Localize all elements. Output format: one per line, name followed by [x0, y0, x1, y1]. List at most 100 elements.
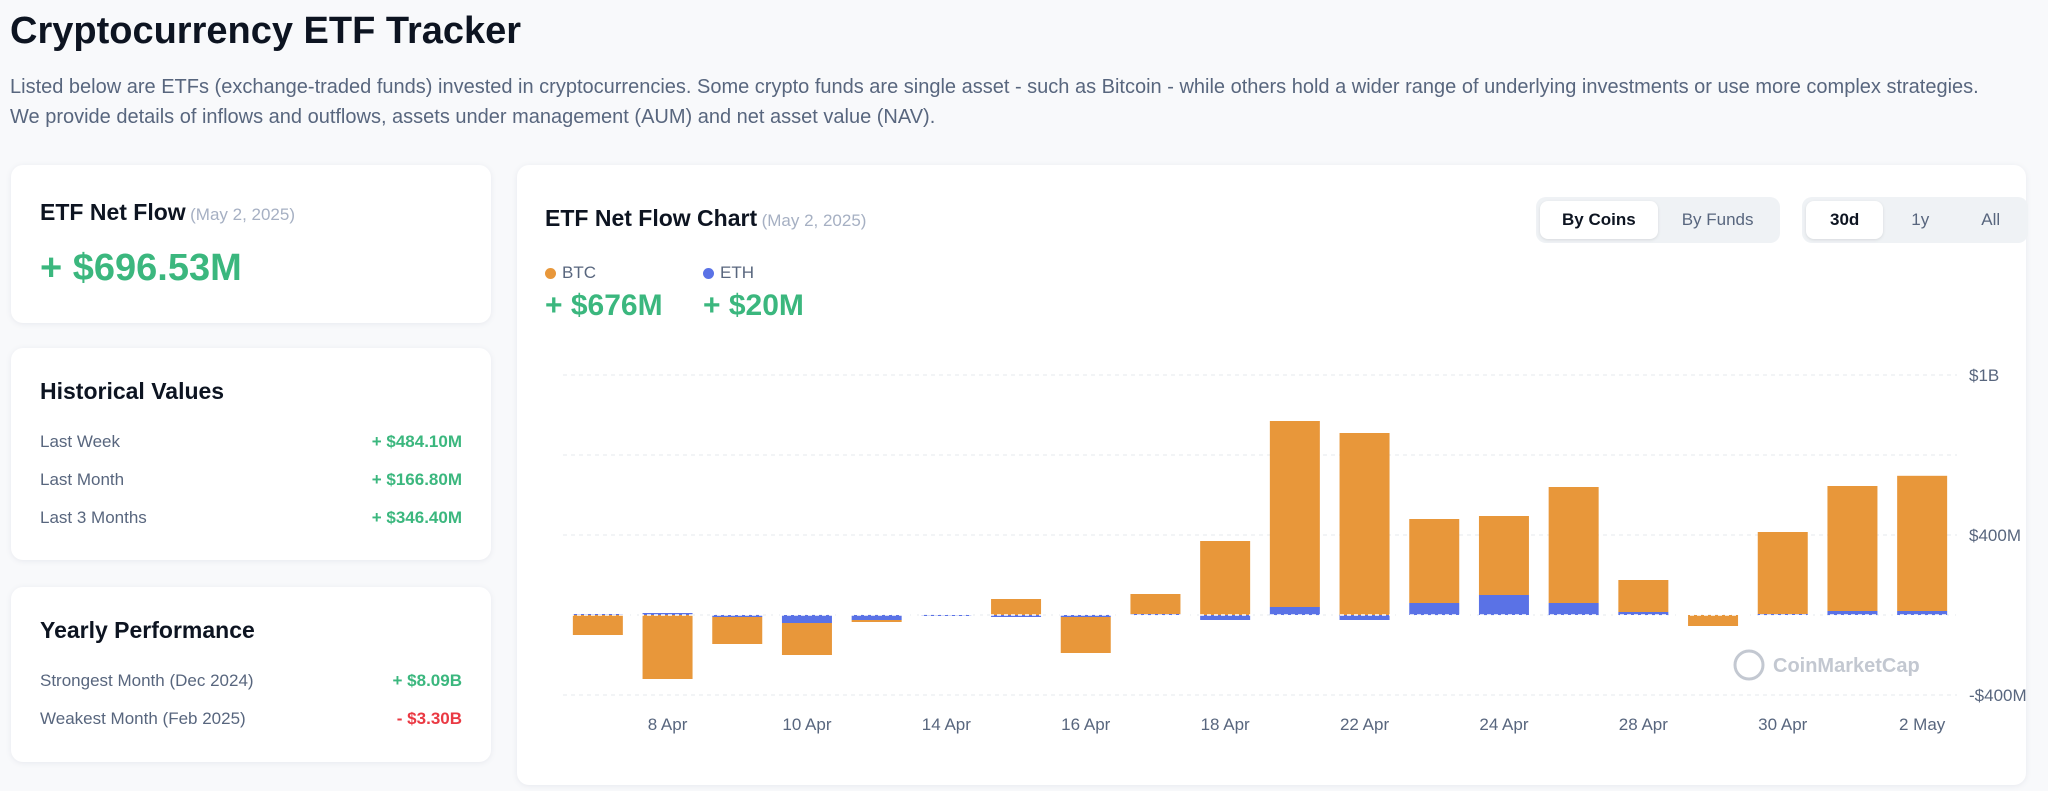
btc-bar	[1688, 615, 1739, 626]
yearly-row-weakest: Weakest Month (Feb 2025) - $3.30B	[40, 707, 462, 731]
stat-value: - $3.30B	[396, 709, 462, 728]
eth-bar	[1269, 607, 1320, 615]
legend-btc: BTC + $676M	[545, 263, 663, 323]
x-tick-label: 14 Apr	[922, 715, 971, 734]
stat-label: Last Month	[40, 470, 125, 489]
btc-bar	[1478, 516, 1529, 595]
stat-label-period: (Feb 2025)	[162, 709, 246, 728]
view-toggle: By Coins By Funds	[1536, 197, 1780, 243]
stat-label: Last Week	[40, 432, 121, 451]
page-description: Listed below are ETFs (exchange-traded f…	[10, 76, 1979, 128]
btc-bar	[1897, 475, 1948, 611]
range-toggle: 30d 1y All	[1802, 197, 2029, 243]
net-flow-card: ETF Net Flow (May 2, 2025) + $696.53M	[11, 165, 491, 323]
eth-bar	[572, 614, 623, 615]
by-funds-button[interactable]: By Funds	[1681, 210, 1754, 229]
eth-bar	[1339, 615, 1390, 620]
page-title: Cryptocurrency ETF Tracker	[10, 10, 522, 52]
by-coins-button[interactable]: By Coins	[1540, 201, 1658, 239]
x-tick-label: 8 Apr	[648, 715, 688, 734]
btc-bar	[991, 599, 1042, 615]
range-30d-button[interactable]: 30d	[1806, 201, 1884, 239]
yearly-title: Yearly Performance	[40, 617, 255, 643]
stat-label: Last 3 Months	[40, 508, 147, 527]
stat-label-text: Weakest Month	[40, 709, 158, 728]
x-tick-label: 10 Apr	[782, 715, 831, 734]
stat-value: + $8.09B	[392, 671, 462, 690]
btc-bar	[1757, 532, 1808, 614]
range-all-button[interactable]: All	[1981, 210, 2001, 229]
yearly-row-strongest: Strongest Month (Dec 2024) + $8.09B	[40, 669, 462, 693]
legend-btc-label: BTC	[545, 263, 663, 283]
stat-value: + $346.40M	[371, 508, 462, 527]
eth-bar	[1548, 603, 1599, 615]
net-flow-chart: $1B $400M -$400M 8 Apr 10 Apr 14 Apr 16 Apr 18 …	[563, 366, 2026, 734]
btc-bar	[1618, 580, 1669, 612]
btc-bar	[781, 623, 832, 655]
y-tick-label: $400M	[1969, 526, 2021, 545]
eth-dot-icon	[703, 267, 714, 279]
eth-bar	[1409, 603, 1460, 615]
eth-bar	[642, 613, 693, 615]
btc-bar	[1200, 541, 1251, 615]
btc-bar	[1339, 433, 1390, 615]
coinmarketcap-logo-icon	[1733, 649, 1765, 681]
eth-bar	[1130, 614, 1181, 615]
chart-watermark: CoinMarketCap	[1773, 655, 1920, 677]
legend-eth-name: ETH	[720, 263, 754, 282]
y-tick-label: -$400M	[1969, 686, 2026, 705]
eth-bar	[712, 615, 763, 617]
eth-bar	[1827, 611, 1878, 615]
x-tick-label: 18 Apr	[1201, 715, 1250, 734]
btc-dot-icon	[545, 267, 556, 279]
historical-row-last-week: Last Week + $484.10M	[40, 430, 462, 454]
net-flow-header: ETF Net Flow (May 2, 2025)	[40, 199, 295, 226]
legend-eth-value: + $20M	[703, 289, 804, 322]
btc-bar	[1060, 617, 1111, 653]
historical-header: Historical Values	[40, 378, 224, 405]
btc-bar	[1409, 519, 1460, 603]
yearly-header: Yearly Performance	[40, 617, 255, 644]
chart-title: ETF Net Flow Chart	[545, 205, 758, 231]
x-tick-label: 16 Apr	[1061, 715, 1110, 734]
btc-bar	[572, 615, 623, 635]
stat-label-period: (Dec 2024)	[169, 671, 254, 690]
x-tick-label: 28 Apr	[1619, 715, 1668, 734]
legend-btc-name: BTC	[562, 263, 596, 282]
historical-values-card: Historical Values Last Week + $484.10M L…	[11, 348, 491, 560]
btc-bar	[642, 615, 693, 679]
legend-eth-label: ETH	[703, 263, 804, 283]
chart-date: (May 2, 2025)	[761, 211, 867, 230]
chart-header: ETF Net Flow Chart (May 2, 2025)	[545, 205, 866, 232]
btc-bar	[1269, 421, 1320, 607]
btc-bar	[1548, 487, 1599, 603]
range-1y-button[interactable]: 1y	[1911, 210, 1930, 229]
yearly-performance-card: Yearly Performance Strongest Month (Dec …	[11, 587, 491, 762]
eth-bar	[851, 615, 902, 620]
historical-row-last-3-months: Last 3 Months + $346.40M	[40, 506, 462, 530]
net-flow-date: (May 2, 2025)	[190, 205, 296, 224]
x-tick-label: 2 May	[1899, 715, 1946, 734]
stat-label-text: Strongest Month	[40, 671, 165, 690]
btc-bar	[1130, 594, 1181, 614]
eth-bar	[1200, 615, 1251, 620]
historical-title: Historical Values	[40, 378, 225, 404]
eth-bar	[781, 615, 832, 623]
x-tick-label: 22 Apr	[1340, 715, 1389, 734]
net-flow-chart-card: $1B $400M -$400M 8 Apr 10 Apr 14 Apr 16 Apr 18 …	[517, 165, 2029, 785]
x-tick-label: 24 Apr	[1479, 715, 1528, 734]
legend-btc-value: + $676M	[545, 289, 663, 322]
stat-label: Weakest Month (Feb 2025)	[40, 709, 246, 729]
x-tick-label: 30 Apr	[1758, 715, 1807, 734]
btc-bar	[712, 617, 763, 644]
net-flow-value: + $696.53M	[40, 247, 242, 289]
btc-bar	[851, 620, 902, 622]
btc-bar	[1827, 486, 1878, 611]
stat-value: + $166.80M	[371, 470, 462, 489]
eth-bar	[991, 615, 1042, 617]
historical-row-last-month: Last Month + $166.80M	[40, 468, 462, 492]
stat-label: Strongest Month (Dec 2024)	[40, 671, 254, 691]
eth-bar	[921, 615, 972, 616]
eth-bar	[1897, 611, 1948, 615]
net-flow-title: ETF Net Flow	[40, 199, 186, 225]
